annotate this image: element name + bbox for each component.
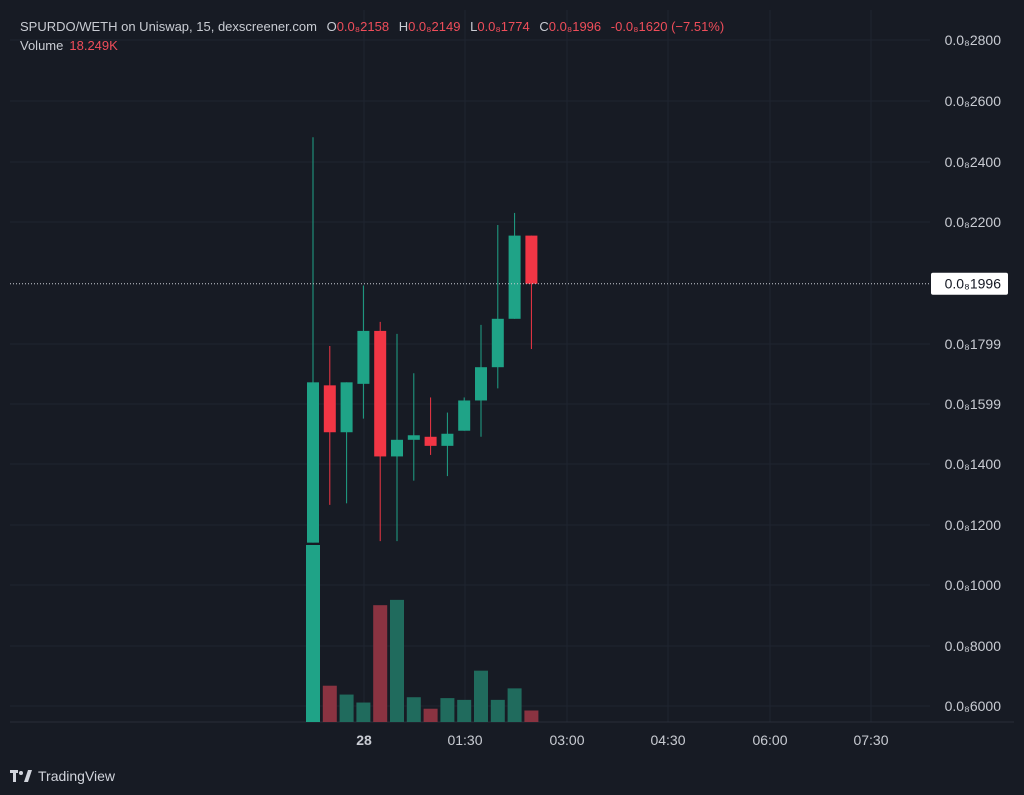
- current-price-tag: [931, 272, 1008, 295]
- volume-bar: [423, 708, 438, 722]
- y-tick-label: 0.0₈2400: [945, 154, 1002, 170]
- candle-body: [458, 400, 471, 431]
- candle-body: [475, 367, 487, 401]
- close-value: 0.0₈1996: [548, 19, 602, 34]
- candle-body: [391, 439, 403, 457]
- tradingview-logo-icon: [10, 770, 32, 782]
- volume-bar: [373, 605, 388, 722]
- volume-legend: Volume 18.249K: [20, 38, 118, 53]
- low-value: 0.0₈1774: [477, 19, 530, 34]
- volume-bar: [524, 710, 539, 722]
- y-tick-label: 0.0₈8000: [945, 638, 1002, 654]
- chart-legend: SPURDO/WETH on Uniswap, 15, dexscreener.…: [20, 19, 724, 34]
- tradingview-attribution[interactable]: TradingView: [10, 768, 115, 784]
- candle-body: [357, 330, 370, 384]
- volume-bar: [457, 699, 472, 722]
- y-tick-label: 0.0₈1400: [945, 456, 1002, 472]
- candle-body: [340, 382, 353, 433]
- candle-body: [307, 382, 319, 543]
- volume-value: 18.249K: [69, 38, 118, 53]
- volume-bar: [356, 702, 371, 722]
- candle-body: [323, 385, 336, 433]
- volume-label: Volume: [20, 38, 64, 53]
- volume-bar: [474, 670, 488, 722]
- current-price-label: 0.0₈1996: [945, 276, 1002, 292]
- x-tick-label: 28: [356, 732, 372, 748]
- open-value: 0.0₈2158: [336, 19, 390, 34]
- y-tick-label: 0.0₈2600: [945, 93, 1002, 109]
- high-value: 0.0₈2149: [408, 19, 461, 34]
- open-label: O: [326, 19, 337, 34]
- volume-bar: [507, 688, 522, 722]
- candle-body: [424, 436, 437, 446]
- x-tick-label: 03:00: [549, 732, 584, 748]
- volume-bar: [322, 685, 337, 722]
- candle-body: [508, 235, 521, 319]
- pair-title: SPURDO/WETH on Uniswap, 15, dexscreener.…: [20, 19, 317, 34]
- y-tick-label: 0.0₈6000: [945, 698, 1002, 714]
- candle-body: [374, 330, 387, 457]
- volume-bar: [390, 599, 404, 722]
- y-tick-label: 0.0₈1799: [945, 336, 1002, 352]
- low-label: L: [470, 19, 478, 34]
- x-tick-label: 01:30: [447, 732, 482, 748]
- y-tick-label: 0.0₈2200: [945, 214, 1002, 230]
- change-value: -0.0₈1620 (−7.51%): [610, 19, 725, 34]
- y-tick-label: 0.0₈1200: [945, 517, 1002, 533]
- close-label: C: [539, 19, 549, 34]
- volume-bar: [440, 698, 455, 722]
- candle-body: [491, 318, 504, 368]
- x-tick-label: 04:30: [650, 732, 685, 748]
- high-label: H: [398, 19, 409, 34]
- volume-bar: [339, 694, 354, 722]
- tradingview-brand: TradingView: [38, 768, 116, 784]
- x-tick-label: 06:00: [752, 732, 787, 748]
- y-tick-label: 0.0₈2800: [945, 32, 1002, 48]
- volume-bar: [406, 697, 421, 722]
- candle-body: [525, 235, 538, 284]
- candle-body: [407, 435, 420, 440]
- y-tick-label: 0.0₈1000: [945, 577, 1002, 593]
- x-tick-label: 07:30: [853, 732, 888, 748]
- volume-bar: [490, 699, 505, 722]
- volume-bar: [306, 545, 320, 722]
- y-tick-label: 0.0₈1599: [945, 396, 1002, 412]
- candle-body: [441, 433, 454, 446]
